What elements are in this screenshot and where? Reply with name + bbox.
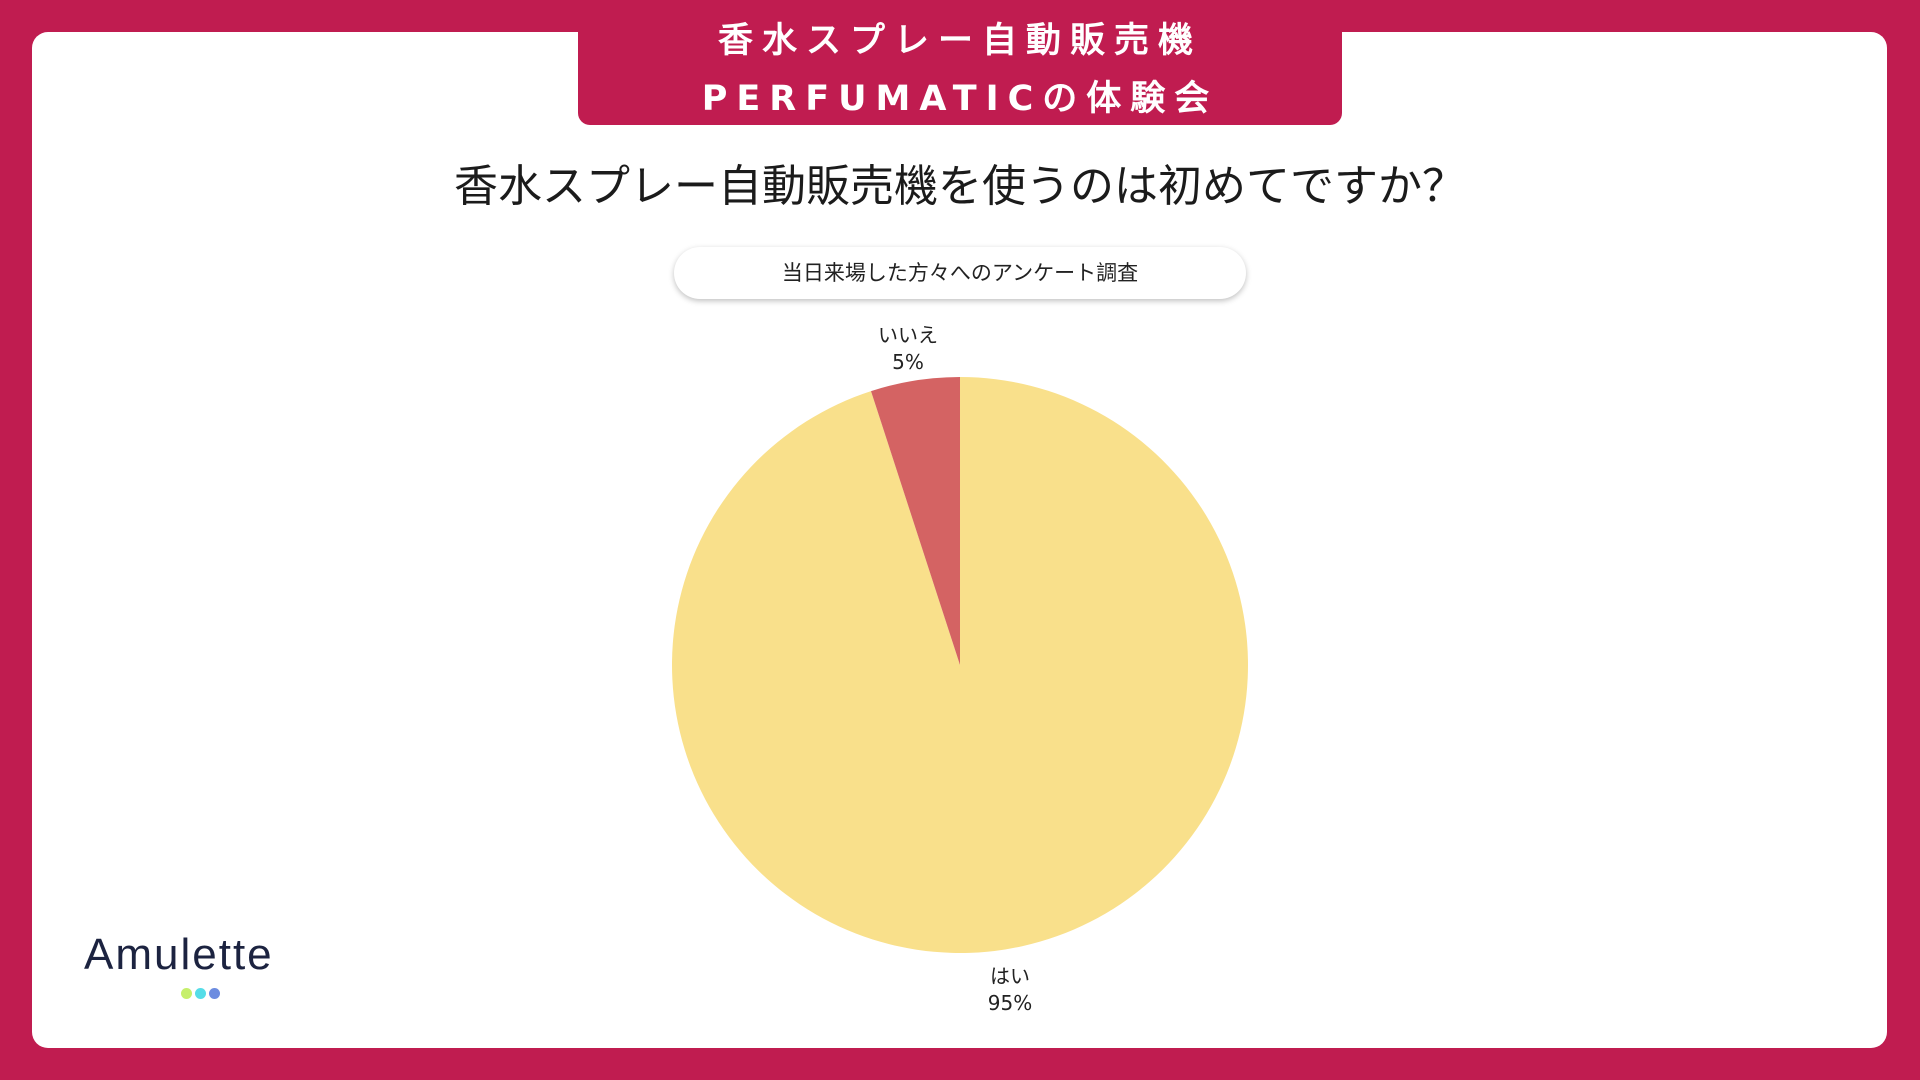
header-tab: 香水スプレー自動販売機 PERFUMATICの体験会 [578, 0, 1342, 125]
pie-slice-value-2: 5% [892, 350, 924, 374]
survey-note-pill: 当日来場した方々へのアンケート調査 [674, 247, 1246, 299]
logo-dot-1 [181, 988, 192, 999]
pie-slice-2 [871, 377, 960, 665]
logo-dot-2 [195, 988, 206, 999]
pie-slice-label-1: はい [990, 964, 1030, 988]
survey-question: 香水スプレー自動販売機を使うのは初めてですか？ [454, 161, 1466, 212]
pie-slice-value-1: 95% [988, 991, 1032, 1015]
header-title-line2: PERFUMATICの体験会 [701, 79, 1219, 119]
logo-dot-3 [209, 988, 220, 999]
pie-slice-label-2: いいえ [878, 323, 938, 347]
header-title-line1: 香水スプレー自動販売機 [717, 21, 1202, 61]
amulette-logo: Amulette [84, 930, 274, 979]
